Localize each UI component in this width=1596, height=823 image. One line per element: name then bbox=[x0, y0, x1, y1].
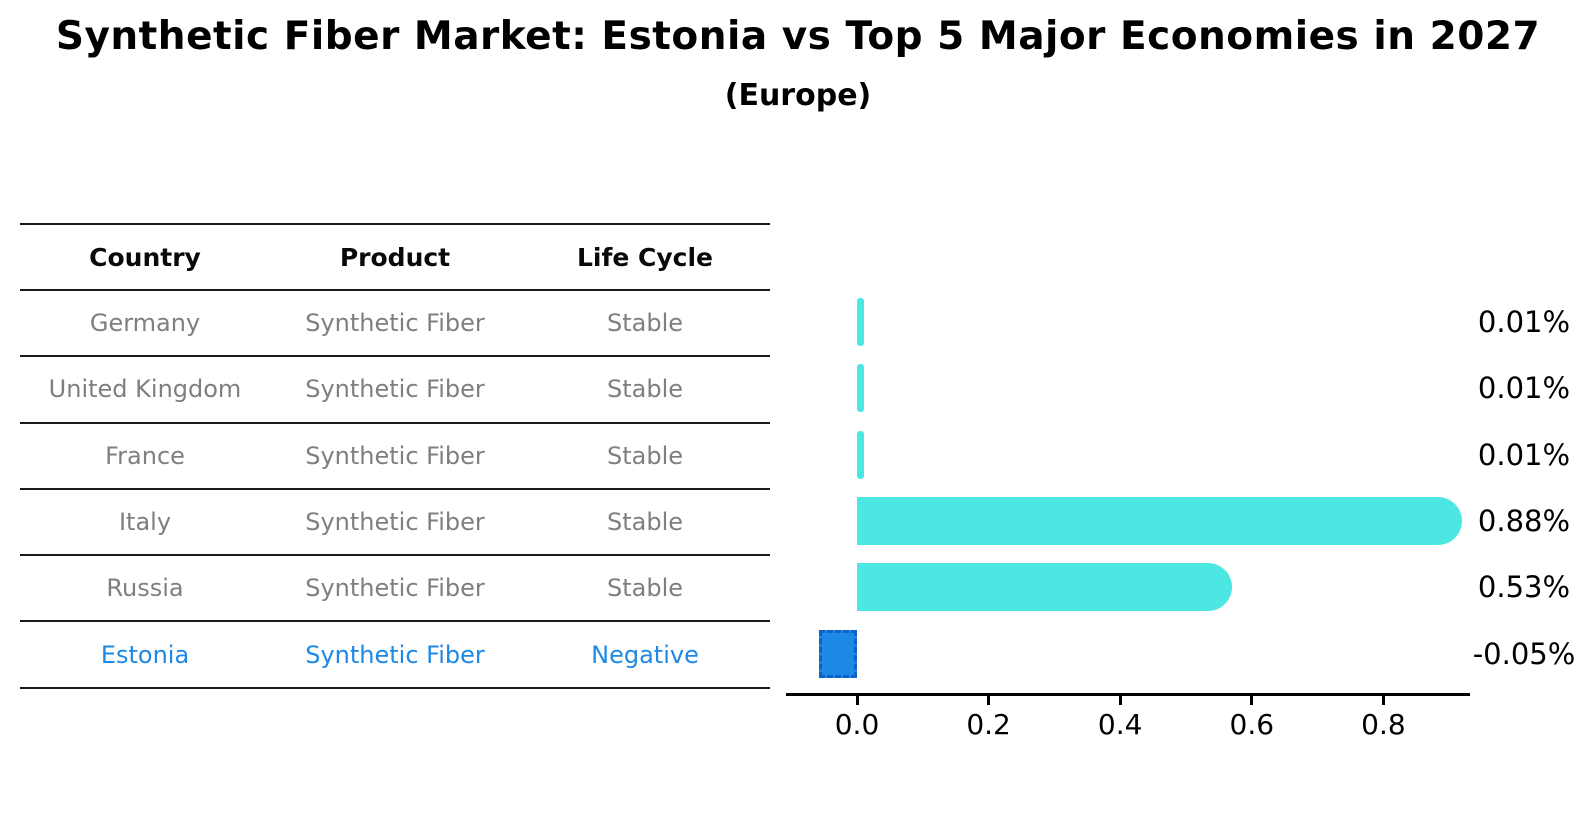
value-label: -0.05% bbox=[1472, 636, 1576, 671]
cell-life-cycle: Stable bbox=[606, 441, 684, 470]
cell-product: Synthetic Fiber bbox=[305, 441, 485, 470]
bar-italy bbox=[857, 496, 1463, 545]
chart-title: Synthetic Fiber Market: Estonia vs Top 5… bbox=[55, 14, 1541, 59]
cell-product: Synthetic Fiber bbox=[305, 640, 485, 669]
bar-russia bbox=[857, 563, 1232, 612]
table-header-row: Country Product Life Cycle bbox=[20, 225, 770, 291]
x-tick-label: 0.8 bbox=[1361, 708, 1406, 741]
value-label: 0.01% bbox=[1477, 371, 1571, 406]
table-header-country: Country bbox=[89, 242, 201, 272]
cell-country: United Kingdom bbox=[48, 375, 242, 404]
cell-product: Synthetic Fiber bbox=[305, 574, 485, 603]
chart-subtitle: (Europe) bbox=[724, 78, 872, 113]
table-row: United Kingdom Synthetic Fiber Stable bbox=[20, 357, 770, 424]
table-row: Russia Synthetic Fiber Stable bbox=[20, 556, 770, 623]
bar-united-kingdom bbox=[857, 364, 864, 413]
table-row: France Synthetic Fiber Stable bbox=[20, 424, 770, 490]
bar-germany bbox=[857, 298, 864, 346]
x-tick-label: 0.4 bbox=[1097, 708, 1143, 741]
bar-estonia bbox=[819, 629, 857, 678]
cell-life-cycle: Stable bbox=[606, 309, 684, 338]
x-tick-mark bbox=[1381, 696, 1385, 705]
x-tick-mark bbox=[987, 696, 991, 705]
x-tick-mark bbox=[1250, 696, 1254, 705]
bar-france bbox=[857, 430, 864, 479]
table-body: Germany Synthetic Fiber Stable United Ki… bbox=[20, 291, 770, 689]
cell-product: Synthetic Fiber bbox=[305, 508, 485, 537]
value-label: 0.53% bbox=[1477, 570, 1571, 605]
cell-life-cycle: Stable bbox=[606, 574, 684, 603]
table-row: Italy Synthetic Fiber Stable bbox=[20, 490, 770, 557]
x-tick-mark bbox=[855, 696, 859, 705]
table-header-life-cycle: Life Cycle bbox=[576, 242, 714, 272]
country-table: Country Product Life Cycle Germany Synth… bbox=[20, 223, 770, 689]
table-row: Germany Synthetic Fiber Stable bbox=[20, 291, 770, 358]
cell-country: Italy bbox=[118, 508, 172, 537]
cell-country: Russia bbox=[106, 574, 184, 603]
x-tick-label: 0.2 bbox=[966, 708, 1011, 741]
table-row: Estonia Synthetic Fiber Negative bbox=[20, 622, 770, 689]
x-tick-label: 0.0 bbox=[834, 708, 880, 741]
x-tick-label: 0.6 bbox=[1229, 708, 1275, 741]
x-tick-mark bbox=[1118, 696, 1122, 705]
cell-life-cycle: Negative bbox=[591, 640, 699, 669]
value-label: 0.01% bbox=[1477, 305, 1571, 339]
cell-life-cycle: Stable bbox=[606, 508, 684, 537]
cell-product: Synthetic Fiber bbox=[305, 309, 485, 338]
cell-country: Germany bbox=[89, 309, 201, 338]
cell-life-cycle: Stable bbox=[606, 375, 684, 404]
x-axis-line bbox=[786, 693, 1470, 696]
cell-country: Estonia bbox=[100, 640, 190, 669]
cell-product: Synthetic Fiber bbox=[305, 375, 485, 404]
cell-country: France bbox=[105, 441, 185, 470]
value-label: 0.88% bbox=[1477, 503, 1571, 538]
value-label: 0.01% bbox=[1477, 437, 1571, 472]
table-header-product: Product bbox=[339, 242, 451, 272]
